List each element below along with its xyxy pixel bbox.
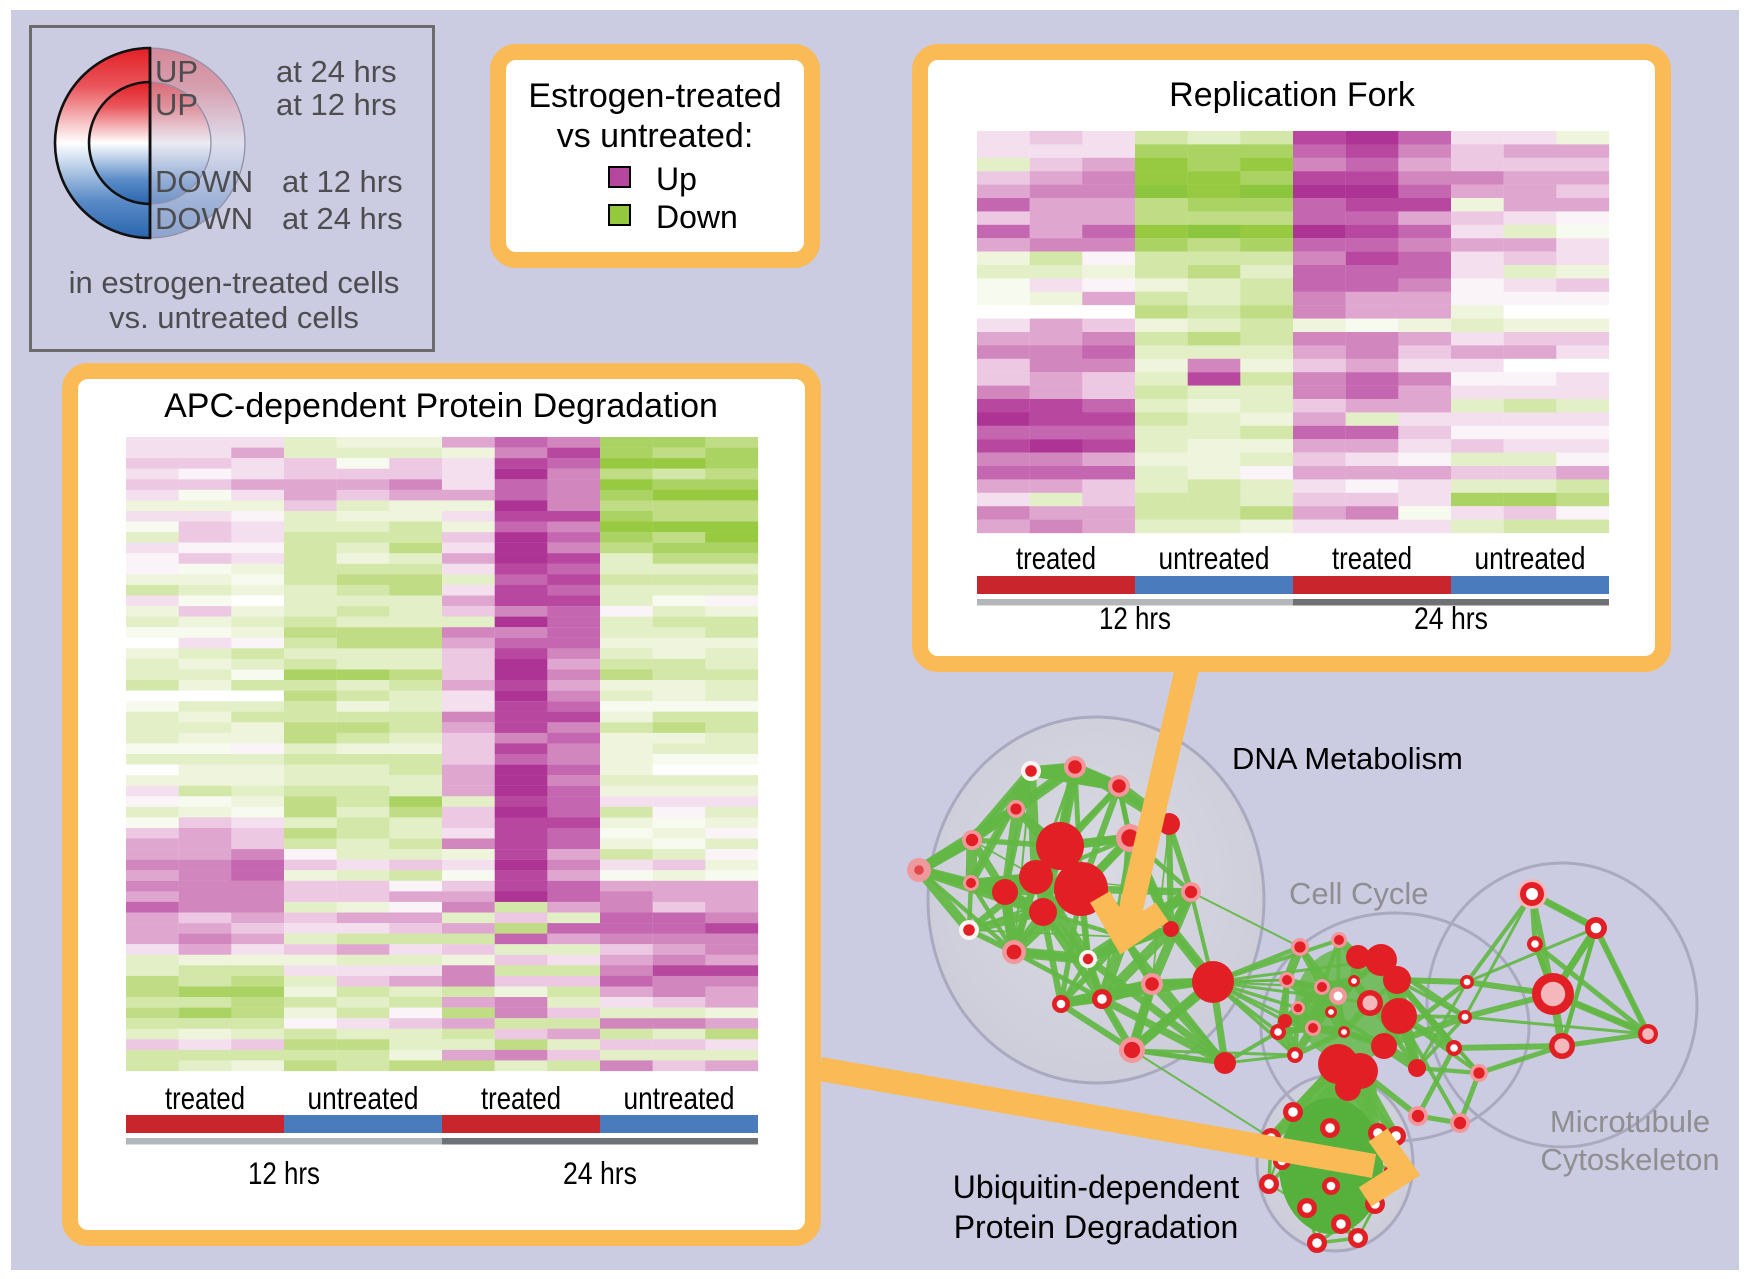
svg-text:treated: treated [165,1080,245,1116]
svg-text:treated: treated [1016,540,1096,576]
svg-text:treated: treated [1332,540,1412,576]
svg-text:untreated: untreated [308,1080,419,1116]
svg-text:12 hrs: 12 hrs [1099,600,1171,636]
svg-text:untreated: untreated [1475,540,1586,576]
svg-text:24 hrs: 24 hrs [1414,600,1488,636]
svg-text:untreated: untreated [1159,540,1270,576]
svg-text:24 hrs: 24 hrs [563,1155,637,1191]
svg-text:untreated: untreated [624,1080,735,1116]
svg-text:12 hrs: 12 hrs [248,1155,320,1191]
svg-text:treated: treated [481,1080,561,1116]
